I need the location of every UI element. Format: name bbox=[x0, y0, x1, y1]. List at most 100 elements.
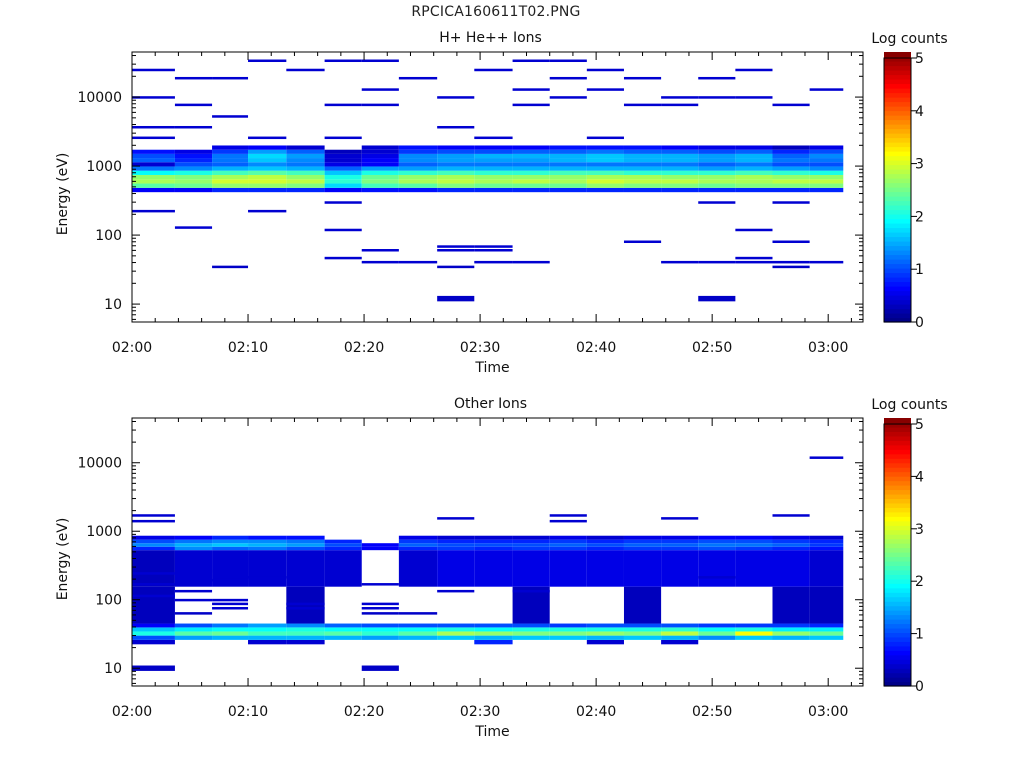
x-tick-label: 03:00 bbox=[808, 340, 848, 356]
colorbar-segment bbox=[884, 74, 911, 80]
heatmap-cell bbox=[549, 96, 587, 99]
heatmap-cell bbox=[586, 631, 624, 636]
heatmap-cell bbox=[398, 635, 438, 640]
heatmap-cell bbox=[437, 295, 475, 302]
colorbar-segment bbox=[884, 453, 911, 459]
colorbar-segment bbox=[884, 534, 911, 540]
heatmap-cell bbox=[512, 179, 550, 184]
colorbar-segment bbox=[884, 115, 911, 121]
heatmap-cell bbox=[661, 260, 699, 264]
heatmap-cell bbox=[623, 145, 662, 150]
heatmap-cell bbox=[735, 96, 773, 99]
heatmap-cell bbox=[132, 166, 175, 171]
heatmap-cell bbox=[324, 166, 362, 171]
heatmap-cell bbox=[549, 162, 587, 167]
heatmap-cell bbox=[398, 535, 438, 540]
heatmap-cell bbox=[512, 550, 550, 587]
heatmap-cell bbox=[549, 514, 587, 517]
heatmap-cell bbox=[549, 166, 587, 171]
colorbar-segment bbox=[884, 435, 911, 441]
heatmap-cell bbox=[324, 539, 362, 544]
heatmap-cell bbox=[549, 149, 587, 154]
heatmap-cell bbox=[698, 158, 736, 163]
heatmap-cell bbox=[174, 170, 213, 175]
colorbar-segment bbox=[884, 281, 911, 287]
heatmap-cell bbox=[772, 149, 810, 154]
heatmap-cell bbox=[735, 183, 773, 188]
heatmap-cell bbox=[549, 623, 587, 628]
heatmap-cell bbox=[132, 550, 175, 587]
colorbar-segment bbox=[884, 498, 911, 504]
colorbar-segment bbox=[884, 681, 911, 687]
heatmap-cell bbox=[623, 623, 662, 628]
heatmap-cell bbox=[132, 665, 175, 671]
heatmap-cell bbox=[174, 187, 213, 193]
colorbar-segment bbox=[884, 92, 911, 98]
heatmap-cell bbox=[361, 631, 399, 636]
x-axis-label: Time bbox=[474, 360, 509, 376]
colorbar-segment bbox=[884, 619, 911, 625]
colorbar-tick-label: 1 bbox=[915, 627, 924, 643]
heatmap-cell bbox=[698, 179, 736, 184]
colorbar-segment bbox=[884, 560, 911, 566]
heatmap-cell bbox=[324, 174, 362, 180]
colorbar-segment bbox=[884, 614, 911, 620]
heatmap-cell bbox=[437, 96, 475, 99]
heatmap-cell bbox=[324, 631, 362, 636]
colorbar-segment bbox=[884, 178, 911, 184]
heatmap-cell bbox=[474, 153, 513, 159]
heatmap-cell bbox=[248, 623, 287, 628]
colorbar-segment bbox=[884, 272, 911, 278]
heatmap-cell bbox=[174, 627, 213, 632]
heatmap-cell bbox=[586, 162, 624, 167]
heatmap-cell bbox=[809, 546, 844, 551]
heatmap-cell bbox=[248, 209, 287, 213]
heatmap-cell bbox=[735, 170, 773, 175]
heatmap-cell bbox=[132, 639, 175, 645]
heatmap-cell bbox=[248, 550, 287, 587]
heatmap-cell bbox=[437, 125, 475, 129]
colorbar-segment bbox=[884, 101, 911, 107]
colorbar-segment bbox=[884, 556, 911, 562]
heatmap-cell bbox=[512, 149, 550, 154]
y-tick-label: 1000 bbox=[86, 159, 122, 175]
colorbar-segment bbox=[884, 538, 911, 544]
heatmap-cell bbox=[437, 546, 475, 551]
heatmap-cell bbox=[735, 627, 773, 632]
heatmap-cell bbox=[248, 546, 287, 551]
heatmap-cell bbox=[586, 174, 624, 180]
heatmap-cell bbox=[735, 162, 773, 167]
colorbar-segment bbox=[884, 623, 911, 629]
heatmap-cell bbox=[437, 149, 475, 154]
heatmap-cell bbox=[361, 174, 399, 180]
heatmap-cell bbox=[212, 158, 249, 163]
heatmap-cell bbox=[698, 162, 736, 167]
colorbar-segment bbox=[884, 569, 911, 575]
heatmap-cell bbox=[132, 543, 175, 547]
heatmap-cell bbox=[474, 627, 513, 632]
heatmap-cell bbox=[586, 639, 624, 645]
heatmap-cell bbox=[437, 539, 475, 544]
heatmap-cell bbox=[132, 539, 175, 544]
heatmap-cell bbox=[474, 543, 513, 547]
heatmap-cell bbox=[212, 602, 249, 606]
heatmap-cell bbox=[809, 153, 844, 159]
colorbar-segment bbox=[884, 578, 911, 584]
heatmap-cell bbox=[248, 576, 287, 579]
heatmap-cell bbox=[398, 145, 438, 150]
heatmap-cell bbox=[735, 623, 773, 628]
heatmap-cell bbox=[248, 162, 287, 167]
heatmap-cell bbox=[512, 158, 550, 163]
colorbar-segment bbox=[884, 182, 911, 188]
colorbar-segment bbox=[884, 205, 911, 211]
heatmap-cell bbox=[661, 635, 699, 640]
heatmap-cell bbox=[661, 174, 699, 180]
heatmap-cell bbox=[248, 166, 287, 171]
heatmap-cell bbox=[212, 546, 249, 551]
heatmap-cell bbox=[212, 535, 249, 540]
heatmap-cell bbox=[286, 546, 325, 551]
heatmap-cell bbox=[324, 627, 362, 632]
heatmap-cell bbox=[661, 517, 699, 520]
heatmap-cell bbox=[361, 162, 399, 167]
heatmap-cell bbox=[623, 550, 662, 587]
